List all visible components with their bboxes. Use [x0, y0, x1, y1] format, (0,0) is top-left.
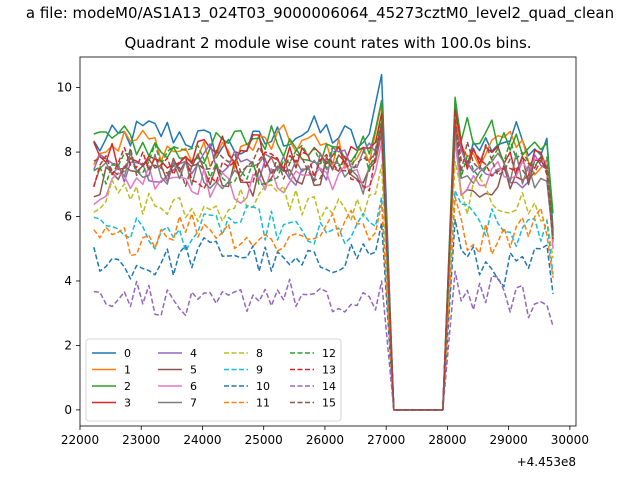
legend-label-8: 8	[256, 347, 263, 360]
series-line-4	[93, 122, 554, 411]
legend-label-4: 4	[190, 347, 197, 360]
x-tick-label: 24000	[183, 433, 221, 447]
legend-box	[85, 338, 342, 422]
y-tick-label: 10	[57, 81, 72, 95]
y-tick-label: 8	[64, 145, 72, 159]
legend-label-2: 2	[124, 380, 131, 393]
series-lines	[93, 73, 554, 411]
series-line-8	[93, 160, 554, 411]
legend-label-14: 14	[322, 380, 336, 393]
series-line-15	[93, 122, 554, 411]
plot-frame	[79, 56, 577, 427]
x-offset-label: +4.453e8	[517, 455, 576, 469]
legend-label-9: 9	[256, 364, 263, 377]
legend-label-1: 1	[124, 364, 131, 377]
y-tick-label: 0	[64, 403, 72, 417]
chart-title: Quadrant 2 module wise count rates with …	[124, 34, 532, 52]
x-tick-label: 23000	[122, 433, 160, 447]
legend-label-6: 6	[190, 380, 197, 393]
series-line-13	[93, 119, 554, 411]
legend-label-0: 0	[124, 347, 131, 360]
series-line-9	[93, 189, 554, 411]
figure-suptitle: a file: modeM0/AS1A13_024T03_9000006064_…	[25, 4, 615, 22]
x-tick-label: 22000	[61, 433, 99, 447]
series-line-12	[93, 115, 554, 411]
series-line-11	[93, 196, 554, 411]
legend-label-12: 12	[322, 347, 336, 360]
x-tick-label: 27000	[367, 433, 405, 447]
series-line-10	[93, 218, 554, 411]
legend-label-7: 7	[190, 397, 197, 410]
x-tick-label: 25000	[245, 433, 283, 447]
x-tick-label: 28000	[428, 433, 466, 447]
series-line-2	[93, 96, 554, 411]
legend-label-13: 13	[322, 364, 336, 377]
series-line-7	[93, 128, 554, 411]
x-tick-label: 30000	[551, 433, 589, 447]
series-line-14	[93, 270, 554, 411]
legend-label-5: 5	[190, 364, 197, 377]
legend-label-15: 15	[322, 397, 336, 410]
x-tick-label: 26000	[306, 433, 344, 447]
y-tick-label: 2	[64, 338, 72, 352]
x-tick-label: 29000	[490, 433, 528, 447]
legend-label-10: 10	[256, 380, 270, 393]
y-tick-label: 6	[64, 210, 72, 224]
legend-label-11: 11	[256, 397, 270, 410]
series-line-0	[93, 73, 554, 411]
y-tick-label: 4	[64, 274, 72, 288]
axes: 22000 23000 24000 25000 26000 27000 28000 29000…	[57, 56, 589, 469]
legend-label-3: 3	[124, 397, 131, 410]
